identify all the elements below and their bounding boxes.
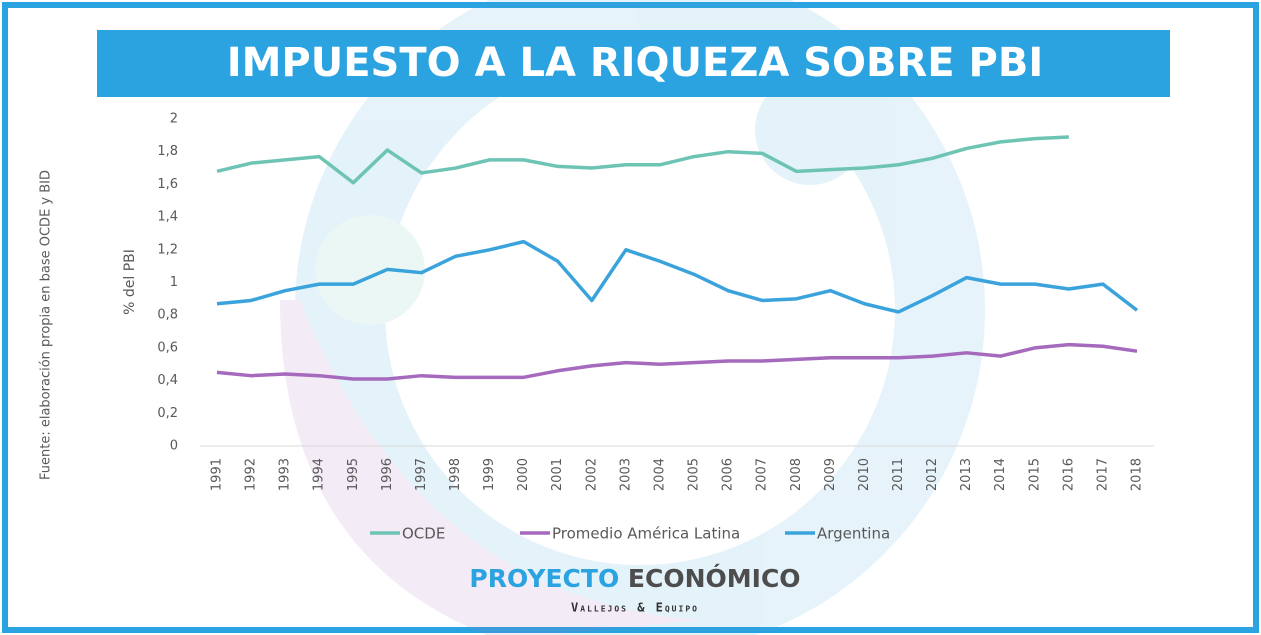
y-tick-label: 1,6 bbox=[157, 177, 178, 192]
y-tick-label: 0 bbox=[170, 439, 178, 454]
x-tick-label: 2015 bbox=[1027, 458, 1042, 491]
x-tick-label: 2013 bbox=[959, 458, 974, 491]
y-axis-label: % del PBI bbox=[122, 249, 138, 315]
legend-label: Argentina bbox=[817, 525, 890, 543]
x-tick-label: 2007 bbox=[755, 458, 770, 491]
x-tick-label: 2008 bbox=[789, 458, 804, 491]
logo-title: PROYECTO ECONÓMICO bbox=[469, 563, 800, 593]
y-tick-label: 1,2 bbox=[157, 242, 178, 257]
legend-label: Promedio América Latina bbox=[552, 525, 740, 543]
legend-label: OCDE bbox=[402, 525, 445, 543]
y-tick-label: 0,2 bbox=[157, 406, 178, 421]
x-tick-label: 1991 bbox=[210, 458, 225, 491]
x-tick-label: 2018 bbox=[1130, 458, 1145, 491]
x-tick-label: 2012 bbox=[925, 458, 940, 491]
chart-title: IMPUESTO A LA RIQUEZA SOBRE PBI bbox=[227, 40, 1044, 86]
x-tick-label: 2005 bbox=[687, 458, 702, 491]
data-line bbox=[216, 342, 1138, 381]
x-tick-label: 2003 bbox=[618, 458, 633, 491]
x-tick-label: 2002 bbox=[584, 458, 599, 491]
x-tick-label: 2010 bbox=[857, 458, 872, 491]
x-tick-label: 2006 bbox=[721, 458, 736, 491]
x-tick-label: 2017 bbox=[1095, 458, 1110, 491]
y-tick-label: 0,8 bbox=[157, 308, 178, 323]
x-tick-label: 1993 bbox=[278, 458, 293, 491]
x-tick-label: 2009 bbox=[823, 458, 838, 491]
x-tick-label: 1992 bbox=[244, 458, 259, 491]
x-tick-label: 2016 bbox=[1061, 458, 1076, 491]
x-tick-label: 2001 bbox=[550, 458, 565, 491]
y-tick-label: 1,4 bbox=[157, 210, 178, 225]
x-tick-label: 1996 bbox=[380, 458, 395, 491]
logo-tagline: Vallejos & Equipo bbox=[571, 601, 699, 615]
y-tick-label: 1,8 bbox=[157, 144, 178, 159]
data-line bbox=[216, 239, 1139, 314]
x-tick-label: 2011 bbox=[891, 458, 906, 491]
data-line bbox=[216, 135, 1069, 185]
logo-word: PROYECTO bbox=[469, 564, 619, 593]
y-tick-label: 2 bbox=[170, 112, 178, 127]
x-tick-label: 1997 bbox=[414, 458, 429, 491]
logo-word: ECONÓMICO bbox=[628, 563, 801, 593]
source-note: Fuente: elaboración propia en base OCDE … bbox=[39, 170, 54, 480]
x-tick-label: 2014 bbox=[993, 458, 1008, 491]
background-logo bbox=[280, 0, 985, 635]
x-tick-label: 1998 bbox=[448, 458, 463, 491]
x-tick-label: 1995 bbox=[346, 458, 361, 491]
y-tick-label: 1 bbox=[170, 275, 178, 290]
x-tick-label: 2004 bbox=[652, 458, 667, 491]
y-tick-label: 0,4 bbox=[157, 373, 178, 388]
y-tick-label: 0,6 bbox=[157, 340, 178, 355]
title-banner bbox=[97, 30, 1170, 97]
x-tick-label: 1999 bbox=[482, 458, 497, 491]
x-tick-label: 2000 bbox=[516, 458, 531, 491]
x-tick-label: 1994 bbox=[312, 458, 327, 491]
